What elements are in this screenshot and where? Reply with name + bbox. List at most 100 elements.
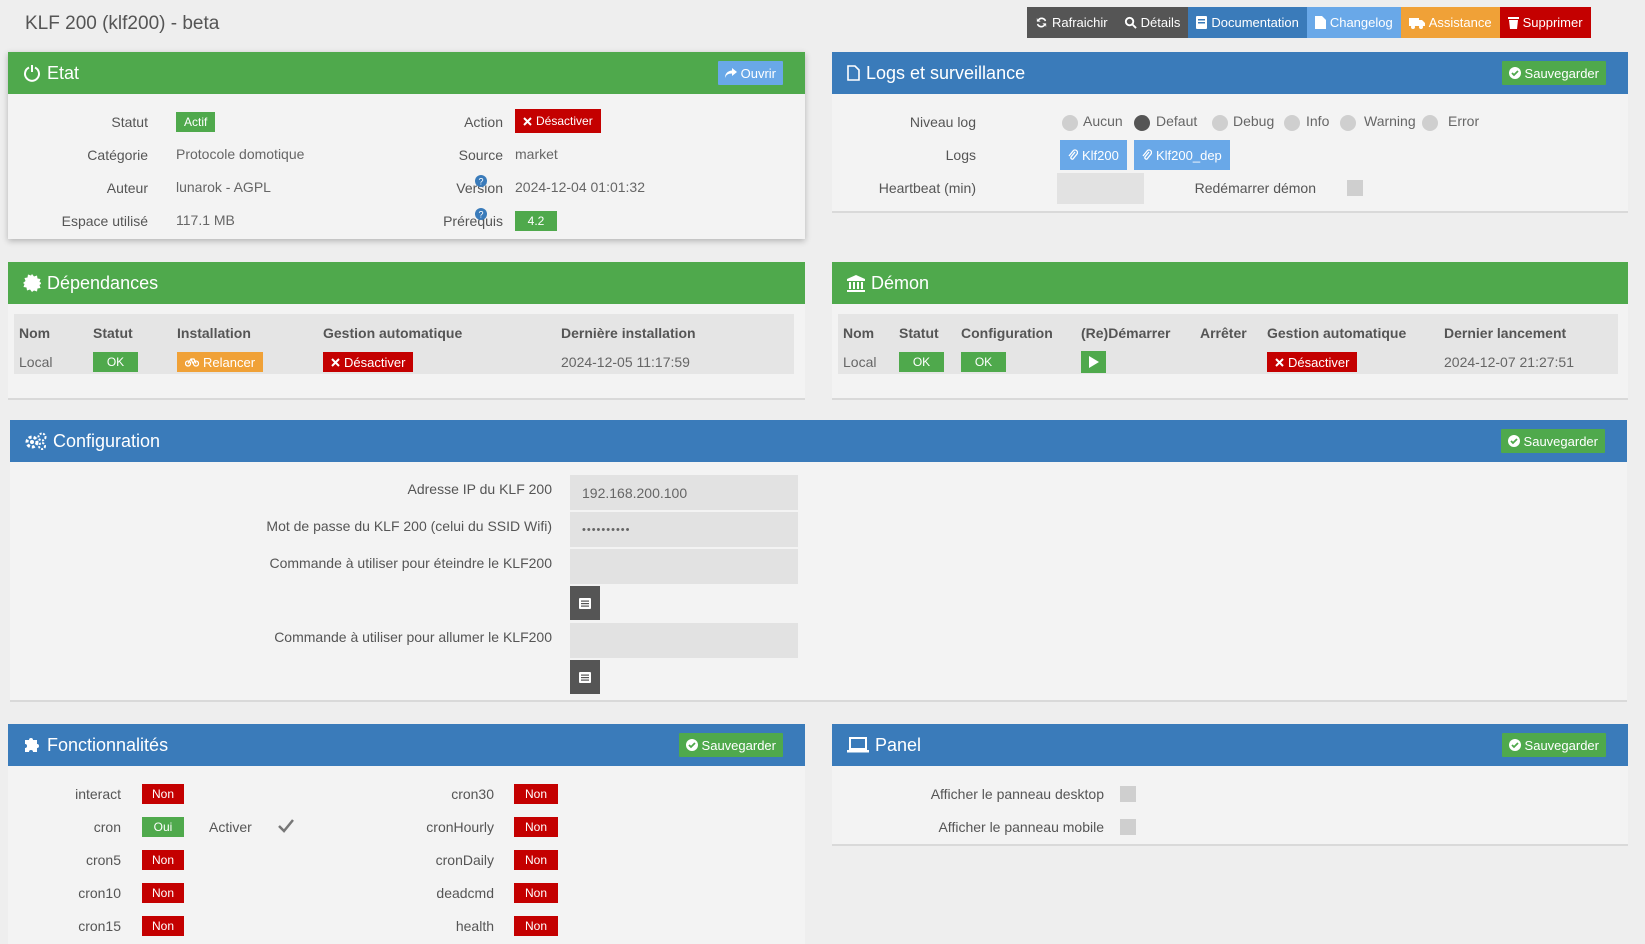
file-icon [847, 65, 860, 81]
cmd-off-list-button[interactable] [570, 586, 600, 620]
auteur-label: Auteur [106, 180, 148, 196]
action-label: Action [464, 114, 503, 130]
radio-defaut[interactable] [1134, 115, 1150, 131]
check-icon[interactable] [278, 819, 294, 833]
panel-panel: Panel Sauvegarder Afficher le panneau de… [832, 724, 1628, 846]
top-toolbar: Rafraichir Détails Documentation Changel… [1027, 7, 1591, 38]
config-save-button[interactable]: Sauvegarder [1500, 429, 1605, 453]
feature-crondaily-badge: Non [514, 850, 558, 870]
assistance-button[interactable]: Assistance [1400, 7, 1500, 38]
col-installation: Installation [177, 325, 251, 341]
feature-cron-label: cron [93, 819, 121, 835]
redemarrer-checkbox[interactable] [1347, 180, 1363, 196]
delete-label: Supprimer [1522, 15, 1583, 30]
password-input[interactable]: •••••••••• [570, 512, 798, 547]
demarrer-button[interactable] [1081, 351, 1106, 373]
radio-info[interactable] [1284, 115, 1300, 131]
bank-icon [847, 274, 865, 292]
desactiver-label: Désactiver [536, 114, 593, 128]
certificate-icon [23, 274, 41, 292]
categorie-value: Protocole domotique [176, 146, 305, 162]
demon-header: Démon [832, 262, 1628, 304]
etat-header: Etat Ouvrir [8, 52, 805, 94]
close-icon [1275, 357, 1284, 367]
dep-statut-badge: OK [93, 352, 138, 372]
play-icon [1088, 356, 1099, 368]
help-icon[interactable]: ? [475, 175, 487, 187]
panel-save-label: Sauvegarder [1524, 737, 1599, 753]
logs-header: Logs et surveillance Sauvegarder [832, 52, 1628, 94]
radio-warning-label: Warning [1364, 113, 1416, 129]
prerequis-label: Prérequis [443, 213, 503, 229]
feature-cronhourly-label: cronHourly [426, 819, 494, 835]
feature-cron-badge: Oui [142, 817, 184, 837]
radio-error-label: Error [1448, 113, 1480, 129]
source-value: market [515, 146, 558, 162]
col-dernier: Dernier lancement [1444, 325, 1567, 341]
radio-error[interactable] [1422, 115, 1438, 131]
configuration-panel: Configuration Sauvegarder Adresse IP du … [10, 420, 1627, 702]
radio-info-label: Info [1306, 113, 1330, 129]
refresh-button[interactable]: Rafraichir [1027, 7, 1116, 38]
cmd-on-list-button[interactable] [570, 660, 600, 694]
heartbeat-input[interactable] [1057, 173, 1144, 204]
puzzle-icon [23, 736, 41, 754]
divider [8, 398, 805, 400]
share-icon [724, 67, 737, 79]
panel-save-button[interactable]: Sauvegarder [1501, 733, 1606, 757]
dependances-title: Dépendances [47, 272, 159, 293]
redemarrer-label: Redémarrer démon [1194, 180, 1316, 196]
cmd-on-input[interactable] [570, 623, 798, 658]
bicycle-icon [185, 357, 199, 367]
radio-warning[interactable] [1340, 115, 1356, 131]
feature-deadcmd-label: deadcmd [436, 885, 494, 901]
etat-title: Etat [47, 62, 80, 83]
desktop-checkbox[interactable] [1120, 786, 1136, 802]
log-klf200-dep-label: Klf200_dep [1156, 147, 1222, 163]
relancer-button[interactable]: Relancer [177, 352, 264, 372]
delete-button[interactable]: Supprimer [1499, 7, 1591, 38]
cmd-on-label: Commande à utiliser pour allumer le KLF2… [274, 629, 552, 645]
col-configuration: Configuration [961, 325, 1053, 341]
cmd-off-input[interactable] [570, 549, 798, 584]
demon-statut-badge: OK [899, 352, 944, 372]
dependances-panel: Dépendances Nom Statut Installation Gest… [8, 262, 805, 400]
radio-debug[interactable] [1212, 115, 1228, 131]
help-icon[interactable]: ? [475, 208, 487, 220]
demon-desactiver-button[interactable]: Désactiver [1267, 352, 1358, 372]
logs-save-button[interactable]: Sauvegarder [1501, 61, 1606, 85]
documentation-button[interactable]: Documentation [1188, 7, 1307, 38]
refresh-label: Rafraichir [1052, 15, 1108, 30]
feature-cron10-label: cron10 [78, 885, 121, 901]
radio-aucun-label: Aucun [1083, 113, 1123, 129]
details-label: Détails [1140, 15, 1181, 30]
statut-label: Statut [111, 114, 148, 130]
list-icon [579, 597, 591, 609]
changelog-button[interactable]: Changelog [1306, 7, 1401, 38]
version-label: Version [456, 180, 503, 196]
feature-cron10-badge: Non [142, 883, 184, 903]
radio-aucun[interactable] [1062, 115, 1078, 131]
details-button[interactable]: Détails [1115, 7, 1189, 38]
dep-desactiver-button[interactable]: Désactiver [323, 352, 414, 372]
dep-desactiver-label: Désactiver [344, 354, 406, 370]
fonct-save-button[interactable]: Sauvegarder [678, 733, 783, 757]
logs-panel: Logs et surveillance Sauvegarder Niveau … [832, 52, 1628, 213]
col-gestion: Gestion automatique [323, 325, 463, 341]
feature-health-label: health [455, 918, 494, 934]
documentation-label: Documentation [1211, 15, 1299, 30]
mobile-checkbox[interactable] [1120, 819, 1136, 835]
log-klf200-button[interactable]: Klf200 [1060, 140, 1127, 170]
close-icon [331, 357, 340, 367]
log-klf200-dep-button[interactable]: Klf200_dep [1134, 140, 1230, 170]
ip-input[interactable]: 192.168.200.100 [570, 475, 798, 510]
demon-config-badge: OK [961, 352, 1006, 372]
ip-label: Adresse IP du KLF 200 [407, 481, 553, 497]
open-button[interactable]: Ouvrir [717, 61, 783, 85]
desactiver-button[interactable]: Désactiver [515, 109, 601, 133]
config-save-label: Sauvegarder [1523, 433, 1598, 449]
statut-badge: Actif [176, 112, 216, 132]
page-title: KLF 200 (klf200) - beta [25, 13, 220, 34]
feature-cronhourly-badge: Non [514, 817, 558, 837]
fonctionnalites-header: Fonctionnalités Sauvegarder [8, 724, 805, 766]
